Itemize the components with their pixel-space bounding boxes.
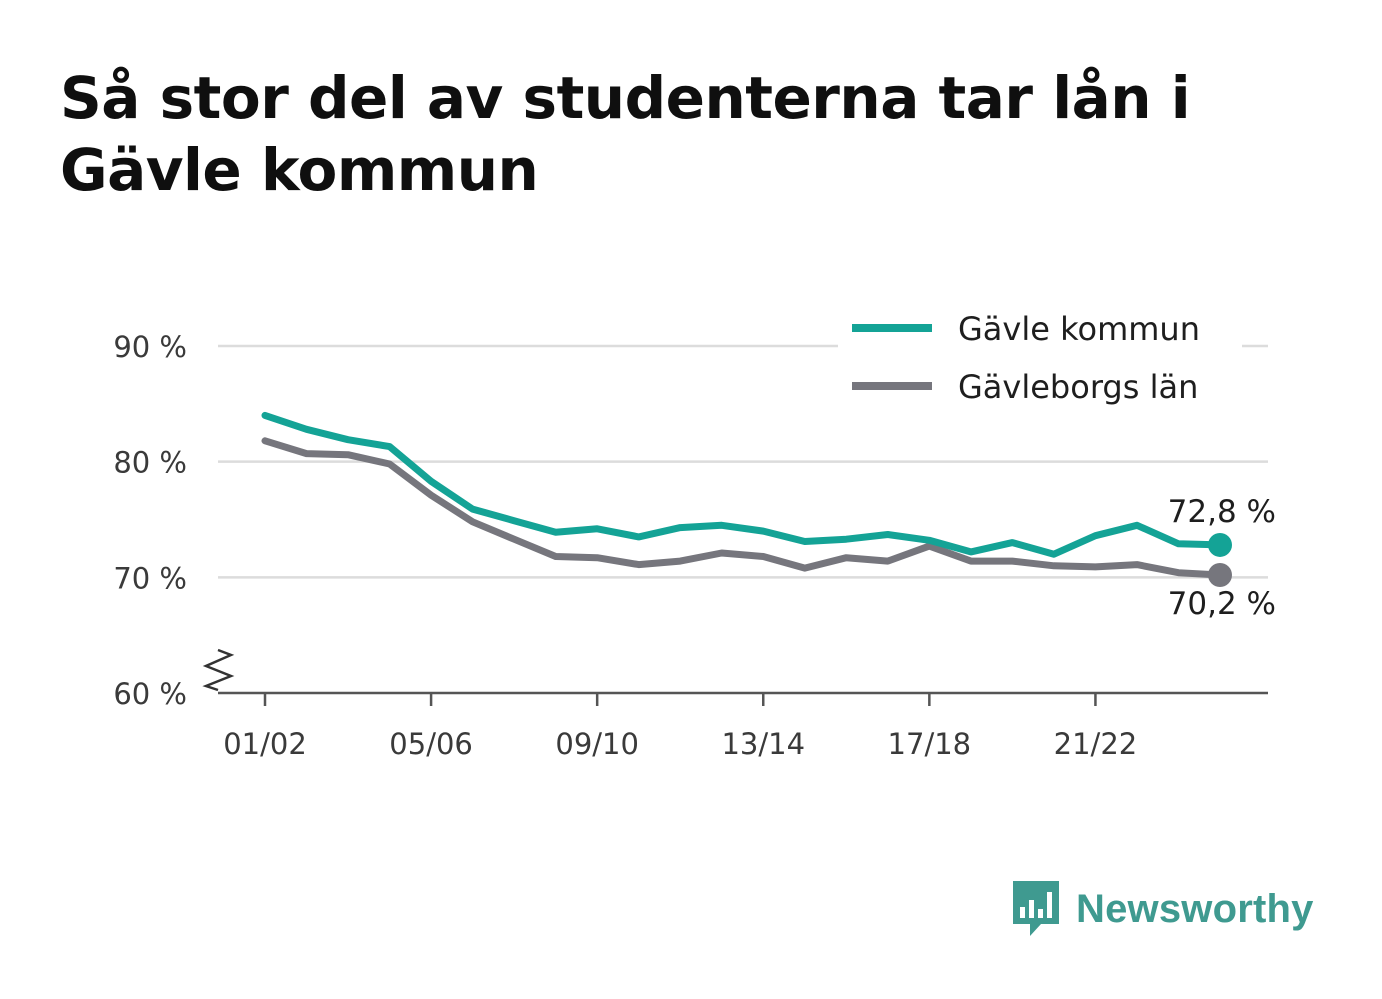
x-tick-label-2: 09/10 <box>555 727 639 761</box>
series-end-point-0 <box>1208 532 1232 557</box>
y-tick-label-60: 60 % <box>113 677 187 711</box>
newsworthy-logo-icon <box>1013 881 1059 936</box>
series-lines <box>261 411 1232 588</box>
series-line-1 <box>261 437 1224 579</box>
legend: Gävle kommun Gävleborgs län <box>838 304 1242 422</box>
x-tick-label-5: 21/22 <box>1054 727 1138 761</box>
x-tick-label-1: 05/06 <box>389 727 473 761</box>
series-end-point-1 <box>1208 563 1232 588</box>
end-labels: 72,8 % 70,2 % <box>1168 494 1276 622</box>
x-tick-label-4: 17/18 <box>888 727 972 761</box>
y-tick-label-80: 80 % <box>113 446 187 480</box>
y-tick-label-70: 70 % <box>113 561 187 595</box>
legend-background <box>838 304 1242 422</box>
x-axis: 01/02 05/06 09/10 13/14 17/18 21/22 <box>202 648 1268 761</box>
y-axis-tick-labels: 60 % 70 % 80 % 90 % <box>113 330 187 711</box>
brand-logo: Newsworthy <box>1010 878 1314 940</box>
chart-title: Så stor del av studenterna tar lån i Gäv… <box>60 64 1191 204</box>
brand-name: Newsworthy <box>1076 886 1314 931</box>
legend-label-1: Gävleborgs län <box>958 368 1198 406</box>
x-tick-label-0: 01/02 <box>223 727 307 761</box>
series-line-0 <box>261 411 1224 558</box>
end-label-gavleborgs-lan: 70,2 % <box>1168 586 1276 622</box>
x-tick-label-3: 13/14 <box>721 727 805 761</box>
end-label-gavle-kommun: 72,8 % <box>1168 494 1276 530</box>
y-tick-label-90: 90 % <box>113 330 187 364</box>
axis-break-icon <box>202 648 235 692</box>
legend-label-0: Gävle kommun <box>958 310 1200 348</box>
